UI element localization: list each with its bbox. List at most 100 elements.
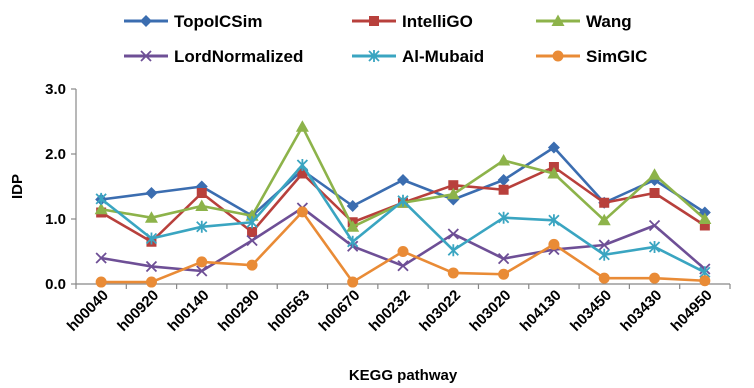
data-point-wang: [346, 220, 360, 232]
data-point-al-mubaid: [598, 248, 610, 261]
legend-label: Wang: [586, 12, 632, 31]
y-tick-label: 3.0: [45, 81, 66, 98]
x-tick-label: h04950: [668, 287, 716, 335]
legend-item-al-mubaid: Al-Mubaid: [352, 47, 484, 66]
data-point-lordnormalized: [397, 260, 409, 272]
x-tick-label: h03430: [617, 287, 665, 335]
y-axis-title: IDP: [9, 174, 26, 199]
series-al-mubaid: [95, 159, 711, 279]
data-point-al-mubaid: [347, 235, 359, 248]
legend-label: Al-Mubaid: [402, 47, 484, 66]
data-point-al-mubaid: [145, 232, 158, 245]
x-tick-label: h00040: [64, 287, 112, 335]
x-tick-label: h03022: [416, 287, 464, 335]
x-tick-label: h00670: [316, 287, 364, 335]
data-point-wang: [295, 120, 309, 132]
data-point-lordnormalized: [95, 252, 107, 264]
data-point-lordnormalized: [196, 265, 208, 277]
data-point-simgic: [296, 206, 308, 218]
legend-label: IntelliGO: [402, 12, 473, 31]
legend-label: SimGIC: [586, 47, 647, 66]
data-point-intelligo: [247, 227, 258, 237]
data-point-wang: [648, 168, 662, 180]
series-simgic: [95, 206, 711, 288]
legend-label: LordNormalized: [174, 47, 303, 66]
data-point-simgic: [699, 275, 711, 287]
data-point-al-mubaid: [397, 194, 409, 207]
data-point-intelligo: [699, 220, 710, 231]
data-point-lordnormalized: [246, 234, 258, 247]
series-group: [94, 120, 712, 288]
data-point-wang: [195, 199, 209, 211]
data-point-lordnormalized: [497, 253, 510, 265]
data-point-simgic: [347, 276, 359, 288]
data-point-simgic: [246, 259, 258, 271]
data-point-al-mubaid: [296, 159, 309, 172]
data-point-intelligo: [649, 188, 660, 198]
legend-marker: [368, 50, 380, 62]
data-point-wang: [94, 202, 108, 215]
data-point-wang: [698, 212, 712, 224]
data-point-simgic: [548, 238, 560, 250]
legend-item-lordnormalized: LordNormalized: [124, 47, 303, 66]
data-point-al-mubaid: [447, 244, 459, 257]
data-point-lordnormalized: [145, 260, 158, 273]
legend-marker: [140, 50, 152, 62]
data-point-wang: [497, 154, 511, 166]
x-tick-label: h00290: [215, 287, 263, 335]
legend-marker: [552, 50, 564, 62]
x-tick-label: h00232: [366, 287, 414, 335]
data-point-al-mubaid: [548, 214, 560, 227]
data-point-wang: [144, 211, 158, 223]
data-point-simgic: [145, 276, 157, 288]
legend-item-intelligo: IntelliGO: [352, 12, 473, 31]
data-point-al-mubaid: [648, 240, 661, 253]
x-tick-label: h03020: [466, 287, 514, 335]
data-point-topoicsim: [346, 200, 359, 212]
x-tick-label: h03450: [567, 287, 615, 335]
data-point-simgic: [598, 272, 610, 284]
x-tick-label: h00140: [165, 287, 213, 335]
data-point-simgic: [649, 272, 661, 284]
x-tick-label: h04130: [517, 287, 565, 335]
y-ticks: 0.0 1.0 2.0 3.0: [45, 81, 76, 293]
data-point-simgic: [447, 267, 459, 279]
data-point-wang: [597, 213, 611, 226]
data-point-lordnormalized: [648, 219, 661, 232]
series-line-lordnormalized: [100, 206, 706, 273]
legend-label: TopoICSim: [174, 12, 262, 31]
legend-marker: [140, 15, 152, 27]
data-point-simgic: [196, 256, 208, 268]
legend-marker: [369, 16, 379, 26]
data-point-wang: [446, 187, 460, 200]
data-point-al-mubaid: [196, 220, 208, 233]
legend-item-topoicsim: TopoICSim: [124, 12, 262, 31]
data-point-intelligo: [196, 188, 207, 198]
x-ticks: h00040 h00920 h00140 h00290 h00563 h00670 h002…: [64, 284, 731, 335]
data-point-al-mubaid: [95, 192, 107, 205]
data-point-simgic: [498, 268, 510, 280]
y-tick-label: 2.0: [45, 146, 66, 163]
series-lordnormalized: [95, 202, 711, 277]
y-tick-label: 0.0: [45, 276, 66, 293]
y-tick-label: 1.0: [45, 211, 66, 228]
data-point-intelligo: [448, 180, 459, 191]
data-point-al-mubaid: [246, 216, 258, 229]
data-point-topoicsim: [397, 174, 409, 186]
data-point-al-mubaid: [497, 211, 510, 224]
data-point-topoicsim: [145, 187, 158, 199]
legend-item-wang: Wang: [536, 12, 632, 31]
data-point-intelligo: [297, 168, 308, 179]
data-point-intelligo: [498, 184, 509, 195]
x-tick-label: h00563: [265, 287, 313, 335]
data-point-wang: [547, 167, 561, 179]
data-point-lordnormalized: [447, 228, 459, 240]
data-point-simgic: [397, 246, 409, 257]
data-point-simgic: [95, 276, 107, 288]
x-axis-title: KEGG pathway: [349, 367, 458, 384]
data-point-topoicsim: [497, 174, 510, 186]
legend-marker: [551, 14, 565, 26]
data-point-intelligo: [599, 197, 610, 208]
